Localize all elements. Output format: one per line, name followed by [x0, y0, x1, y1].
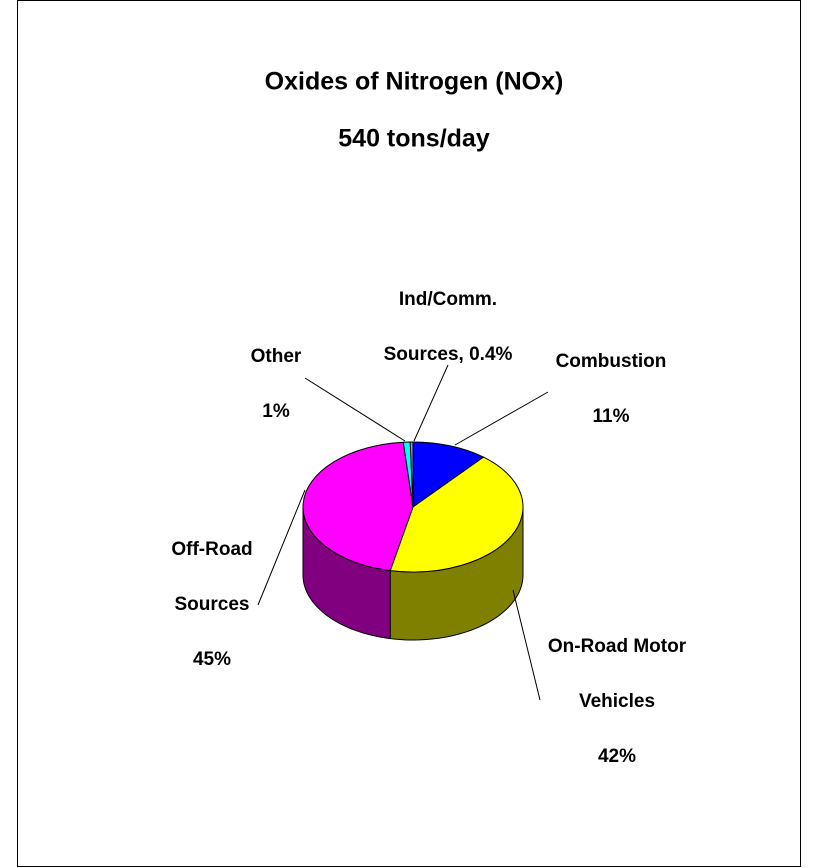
chart-subtitle: 540 tons/day — [338, 125, 490, 153]
pie-slice — [409, 441, 414, 508]
data-label: Sources, 0.4% — [384, 344, 513, 365]
pie-slice — [412, 441, 485, 508]
data-label: 42% — [598, 746, 636, 767]
data-label: 45% — [193, 649, 231, 670]
leader-line — [454, 391, 549, 446]
leader-line — [257, 489, 306, 606]
leader-line — [413, 364, 449, 442]
chart-title: Oxides of Nitrogen (NOx) — [265, 68, 564, 96]
leader-line — [304, 377, 406, 442]
pie-slice — [302, 441, 414, 572]
chart-frame — [17, 0, 801, 867]
data-label: Other — [251, 346, 302, 367]
data-label: 11% — [593, 406, 630, 427]
data-label: On-Road Motor — [548, 636, 687, 657]
data-label: Combustion — [556, 351, 667, 372]
data-label: Vehicles — [579, 691, 655, 712]
data-label: Ind/Comm. — [399, 289, 497, 310]
data-label: Off-Road — [171, 539, 252, 560]
leader-line — [512, 589, 541, 701]
data-label: Sources — [175, 594, 250, 615]
pie-slice — [389, 456, 524, 573]
data-label: 1% — [262, 401, 290, 422]
